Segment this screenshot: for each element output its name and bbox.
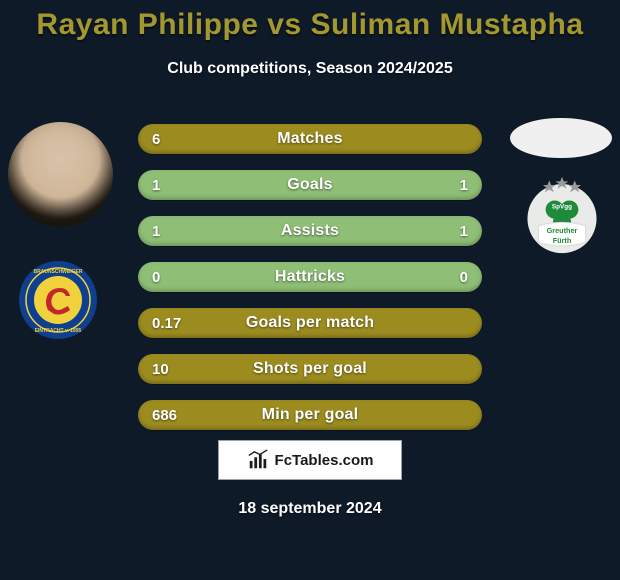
bar-chart-icon (247, 449, 269, 471)
stat-row-matches: 6 Matches (138, 124, 482, 154)
stats-container: 6 Matches 1 Goals 1 1 Assists 1 0 Hattri… (138, 124, 482, 446)
stat-left-value: 0.17 (152, 315, 202, 332)
svg-text:BRAUNSCHWEIGER: BRAUNSCHWEIGER (34, 269, 83, 275)
comparison-subtitle: Club competitions, Season 2024/2025 (0, 60, 620, 78)
stat-label: Hattricks (202, 268, 418, 286)
stat-left-value: 0 (152, 269, 202, 286)
stat-row-mpg: 686 Min per goal (138, 400, 482, 430)
stat-left-value: 1 (152, 223, 202, 240)
eintracht-braunschweig-icon: BRAUNSCHWEIGER EINTRACHT v. 1895 (18, 260, 98, 340)
stat-row-gpm: 0.17 Goals per match (138, 308, 482, 338)
player-left-avatar (8, 122, 113, 227)
stat-label: Goals per match (202, 314, 418, 332)
svg-text:EINTRACHT v. 1895: EINTRACHT v. 1895 (35, 328, 82, 334)
svg-text:Greuther: Greuther (547, 226, 578, 235)
stat-right-value: 0 (418, 269, 468, 286)
stat-right-value: 1 (418, 223, 468, 240)
greuther-furth-icon: SpVgg Greuther Fürth (522, 171, 602, 259)
watermark[interactable]: FcTables.com (218, 440, 402, 480)
player-right-avatar (510, 118, 612, 158)
stat-right-value: 1 (418, 177, 468, 194)
stat-left-value: 1 (152, 177, 202, 194)
stat-left-value: 6 (152, 131, 202, 148)
stat-row-goals: 1 Goals 1 (138, 170, 482, 200)
badge-right-text-top: SpVgg (552, 204, 572, 211)
footer-date: 18 september 2024 (0, 500, 620, 518)
stat-left-value: 10 (152, 361, 202, 378)
club-badge-right: SpVgg Greuther Fürth (522, 175, 602, 255)
club-badge-left: BRAUNSCHWEIGER EINTRACHT v. 1895 (18, 260, 98, 340)
stat-label: Min per goal (202, 406, 418, 424)
stat-label: Goals (202, 176, 418, 194)
watermark-label: FcTables.com (275, 452, 374, 469)
comparison-title: Rayan Philippe vs Suliman Mustapha (0, 0, 620, 42)
stat-label: Assists (202, 222, 418, 240)
stat-label: Matches (202, 130, 418, 148)
stat-row-hattricks: 0 Hattricks 0 (138, 262, 482, 292)
stat-left-value: 686 (152, 407, 202, 424)
svg-text:Fürth: Fürth (553, 236, 572, 245)
stat-label: Shots per goal (202, 360, 418, 378)
stat-row-spg: 10 Shots per goal (138, 354, 482, 384)
stat-row-assists: 1 Assists 1 (138, 216, 482, 246)
